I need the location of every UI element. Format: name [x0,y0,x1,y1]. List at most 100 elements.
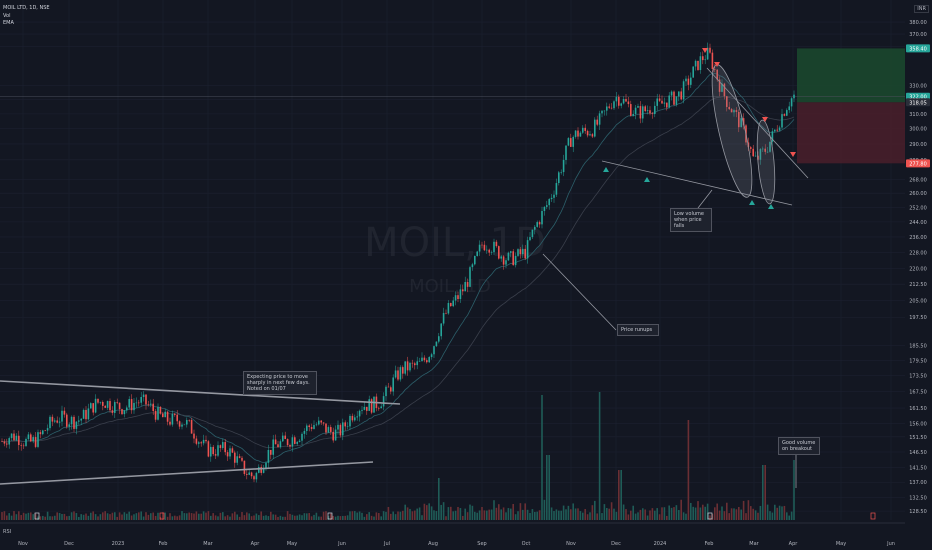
y-tick-label: 310.00 [909,112,927,118]
volume-bar [104,511,106,520]
volume-bar [493,500,495,520]
candle-body [294,437,296,444]
volume-bar [414,510,416,520]
volume-bar [306,513,308,520]
volume-bar [80,514,82,520]
candle-body [248,472,250,475]
candle-body [584,127,586,131]
symbol-title[interactable]: MOIL LTD, 1D, NSE [3,5,50,11]
candle-body [469,267,471,287]
volume-bar [66,516,68,520]
price-axis[interactable]: 380.00370.00360.00330.00320.00310.00300.… [906,20,930,515]
note-good-volume[interactable]: Good volume on breakout [778,437,820,455]
candle-body [152,403,154,411]
volume-bar [738,506,740,520]
price-badge-label: 358.40 [909,46,927,52]
volume-legend[interactable]: Vol [3,13,11,19]
note-low-volume[interactable]: Low volume when price falls [670,208,712,232]
note-good-volume-line-2: on breakout [782,446,812,452]
volume-bar [193,513,195,520]
volume-bar [517,511,519,520]
volume-bar [771,512,774,520]
volume-bar [452,511,454,520]
candle-body [630,104,632,116]
y-tick-label: 161.50 [909,406,927,412]
candle-body [250,472,253,477]
candle-body [570,138,572,147]
candle-body [440,323,442,337]
candle-body [694,60,697,67]
candle-body [344,422,346,427]
volume-bar [745,513,747,520]
candle-body [500,256,502,259]
volume-bar [464,508,466,520]
volume-bar [562,505,565,520]
x-tick-label: Jun [886,541,895,547]
volume-bar [90,512,92,520]
candle-body [116,402,118,403]
y-tick-label: 167.50 [909,390,927,396]
x-tick-label: Oct [522,541,531,547]
candle-body [536,222,538,227]
rsi-legend[interactable]: RSI [3,529,12,535]
volume-bar [505,512,507,520]
ema-legend[interactable]: EMA [3,20,14,26]
candle-body [620,103,622,106]
candle-body [589,134,591,136]
volume-bar [598,392,601,520]
volume-bar [601,513,603,520]
volume-bar [694,507,697,520]
volume-bar [135,513,138,520]
volume-bar [99,514,102,520]
note-price-runups[interactable]: Price runups [617,324,659,336]
candle-body [267,449,270,463]
candle-body [339,424,342,436]
volume-bar [430,506,433,520]
candle-body [70,416,73,425]
candle-body [361,409,363,411]
volume-bar [783,505,786,520]
candle-body [534,226,536,230]
volume-bar [375,512,378,520]
volume-bar [243,515,246,520]
candle-body [454,295,457,301]
volume-bar [478,510,481,520]
volume-bar [147,514,150,520]
time-axis[interactable]: Nov Dec 2023 Feb Mar Apr May Jun Jul Aug Sep Oct Nov… [18,541,895,547]
y-tick-label: 268.00 [909,178,927,184]
candle-body [85,409,87,420]
candle-body [781,114,783,128]
volume-bar [229,516,231,520]
volume-bar [726,502,728,520]
drawings [0,48,809,488]
candle-body [702,56,704,61]
volume-bar [577,508,579,520]
volume-bar [332,515,334,520]
volume-bar [330,513,332,520]
note-expecting[interactable]: Expecting price to move sharply in next … [243,371,317,395]
candle-body [346,426,349,427]
candle-body [709,47,711,53]
candle-body [646,110,649,112]
candle-body [706,47,709,60]
volume-bar [572,503,574,520]
volume-bar [3,511,6,520]
candle-body [423,357,426,361]
volume-bar [1,512,3,520]
volume-bar [692,506,694,520]
volume-bar [543,499,546,520]
currency-label[interactable]: INR [914,5,929,13]
candle-body [510,251,512,253]
volume-bar [639,509,642,520]
volume-bar [697,501,699,520]
candle-body [548,199,550,206]
candle-body [596,119,598,125]
candle-body [382,396,385,407]
candle-body [37,432,39,447]
candle-body [58,421,61,423]
volume-bar [666,515,668,520]
price-badge-stop [906,159,930,168]
volume-bar [735,509,738,520]
volume-bar [176,516,178,520]
